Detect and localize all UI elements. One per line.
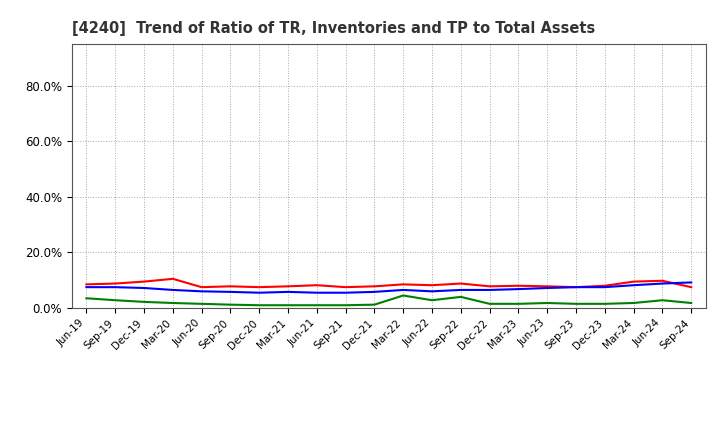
Trade Payables [255, 303, 264, 308]
Trade Receivables [111, 281, 120, 286]
Inventories [428, 289, 436, 294]
Trade Receivables [140, 279, 148, 284]
Trade Payables [226, 302, 235, 307]
Trade Payables [341, 303, 350, 308]
Trade Receivables [543, 284, 552, 289]
Trade Receivables [226, 284, 235, 289]
Line: Inventories: Inventories [86, 282, 691, 293]
Trade Receivables [168, 276, 177, 282]
Trade Receivables [197, 285, 206, 290]
Trade Payables [197, 301, 206, 307]
Inventories [226, 289, 235, 294]
Inventories [687, 280, 696, 285]
Trade Receivables [312, 282, 321, 288]
Inventories [514, 286, 523, 292]
Inventories [399, 287, 408, 293]
Trade Payables [140, 299, 148, 304]
Inventories [111, 285, 120, 290]
Inventories [197, 289, 206, 294]
Trade Payables [687, 301, 696, 306]
Trade Receivables [255, 285, 264, 290]
Trade Receivables [629, 279, 638, 284]
Trade Payables [399, 293, 408, 298]
Inventories [572, 285, 580, 290]
Trade Receivables [572, 285, 580, 290]
Trade Payables [514, 301, 523, 307]
Trade Payables [629, 301, 638, 306]
Trade Receivables [456, 281, 465, 286]
Trade Receivables [399, 282, 408, 287]
Inventories [456, 287, 465, 293]
Line: Trade Payables: Trade Payables [86, 296, 691, 305]
Trade Receivables [284, 284, 292, 289]
Inventories [543, 286, 552, 291]
Inventories [600, 285, 609, 290]
Trade Receivables [658, 278, 667, 283]
Trade Payables [284, 303, 292, 308]
Trade Payables [543, 301, 552, 306]
Inventories [485, 287, 494, 293]
Trade Receivables [485, 284, 494, 289]
Trade Payables [111, 297, 120, 303]
Inventories [312, 290, 321, 295]
Trade Receivables [82, 282, 91, 287]
Trade Payables [600, 301, 609, 307]
Trade Payables [658, 297, 667, 303]
Trade Payables [168, 301, 177, 306]
Inventories [255, 290, 264, 295]
Trade Receivables [600, 283, 609, 288]
Inventories [284, 289, 292, 294]
Trade Payables [485, 301, 494, 307]
Inventories [629, 282, 638, 288]
Trade Payables [370, 302, 379, 307]
Inventories [370, 289, 379, 294]
Line: Trade Receivables: Trade Receivables [86, 279, 691, 287]
Inventories [168, 287, 177, 293]
Trade Payables [456, 294, 465, 300]
Text: [4240]  Trend of Ratio of TR, Inventories and TP to Total Assets: [4240] Trend of Ratio of TR, Inventories… [72, 21, 595, 36]
Trade Payables [428, 297, 436, 303]
Inventories [140, 286, 148, 291]
Trade Receivables [341, 285, 350, 290]
Trade Payables [82, 296, 91, 301]
Trade Receivables [687, 285, 696, 290]
Trade Receivables [428, 282, 436, 288]
Inventories [82, 285, 91, 290]
Trade Payables [312, 303, 321, 308]
Trade Payables [572, 301, 580, 307]
Trade Receivables [370, 284, 379, 289]
Inventories [658, 281, 667, 286]
Inventories [341, 290, 350, 295]
Trade Receivables [514, 283, 523, 288]
